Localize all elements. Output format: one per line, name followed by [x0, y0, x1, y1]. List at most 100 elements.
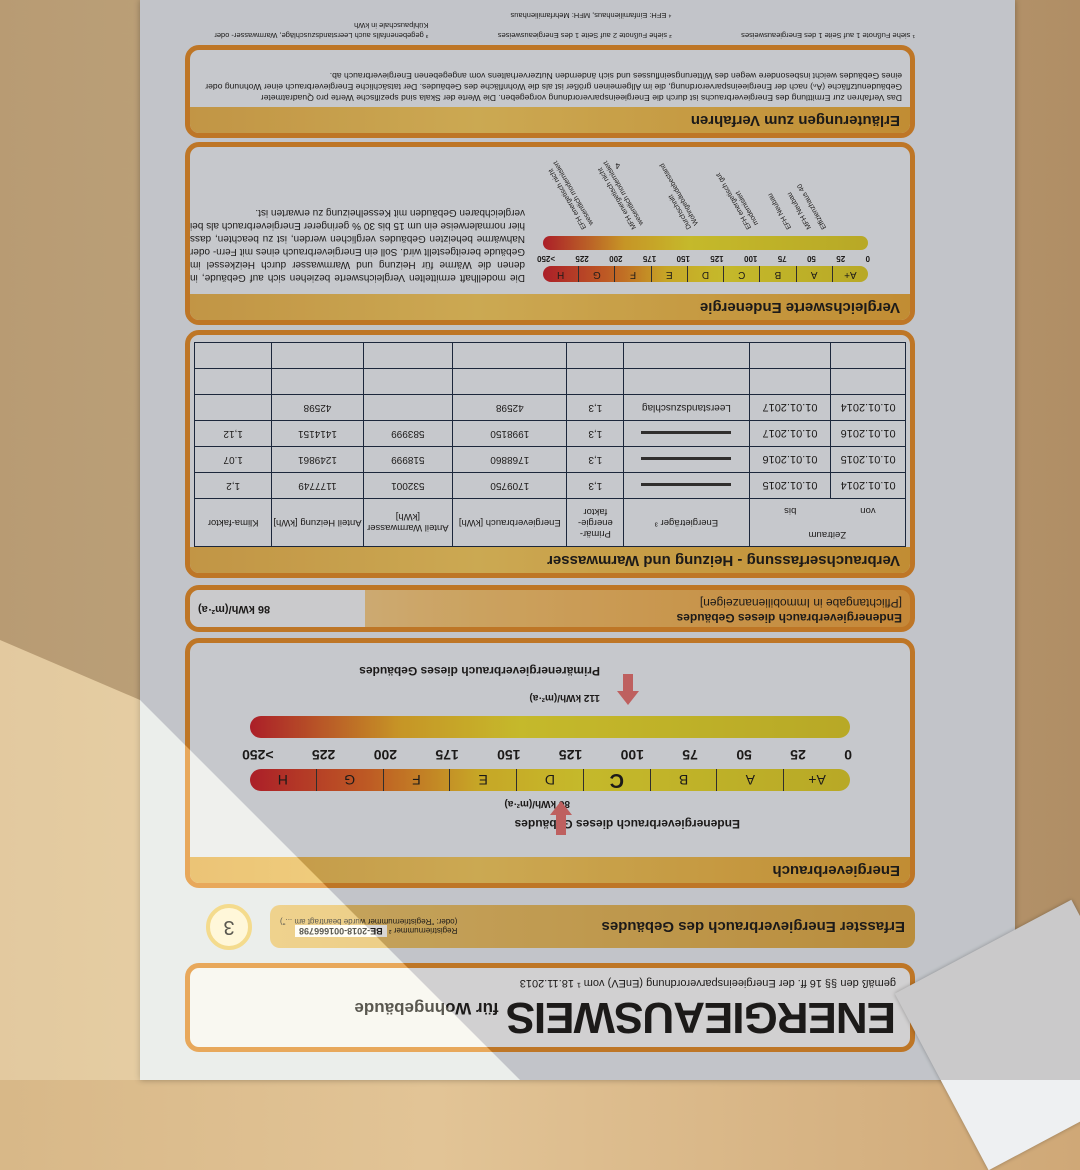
cell-heizung: 1177749: [271, 472, 364, 499]
mandatory-unit: kWh/(m²·a): [198, 603, 255, 615]
mandatory-value: 86: [257, 603, 271, 615]
footnote-2: ² siehe Fußnote 2 auf Seite 1 des Energi…: [497, 31, 672, 40]
class-F: F: [382, 769, 450, 791]
mandatory-title: Endenergieverbrauch dieses Gebäudes: [676, 611, 902, 625]
primary-energy-value: 112 kWh/(m²·a): [529, 692, 600, 703]
table-row: [194, 368, 906, 395]
comparison-text: Die modellhaft ermittelten Vergleichswer…: [190, 207, 525, 283]
mandatory-value-box: Endenergieverbrauch dieses Gebäudes [Pfl…: [185, 585, 915, 632]
comparison-tick-label: 200: [609, 254, 623, 263]
cell-verbrauch: 1998150: [452, 420, 567, 447]
cell-warmwasser: [363, 394, 453, 421]
registration-note: (oder: "Registriernummer wurde beantragt…: [280, 917, 458, 926]
cell-heizung: 1414151: [271, 420, 364, 447]
comparison-title: Vergleichswerte Endenergie: [190, 294, 910, 320]
consumption-table: Zeitraum Energieträger ³ Primär-energie-…: [194, 342, 906, 547]
cell-verbrauch: [452, 342, 567, 369]
table-row: 01.01.2014 01.01.2015 1,3 1709750 532001 1177…: [194, 472, 906, 499]
document-title: ENERGIEAUSWEIS: [506, 993, 896, 1042]
reference-label: MFH energetisch nicht wesentlich moderni…: [597, 159, 646, 231]
energy-consumption-box: Energieverbrauch Endenergieverbrauch die…: [185, 638, 915, 888]
class-A+: A+: [783, 769, 850, 791]
legal-reference: gemäß den §§ 16 ff. der Energieeinsparve…: [519, 977, 896, 989]
cell-von: [830, 368, 906, 395]
cell-bis: [749, 342, 831, 369]
cell-von: 01.01.2015: [830, 446, 906, 473]
class-C: C: [582, 769, 650, 791]
comparison-tick-label: 125: [710, 254, 724, 263]
cell-verbrauch: 1709750: [452, 472, 567, 499]
class-A: A: [716, 769, 784, 791]
header-consumption: Energieverbrauch [kWh]: [452, 498, 567, 547]
header-from: von: [830, 498, 906, 523]
cell-primaer: 1,3: [567, 420, 624, 447]
cell-klima: [194, 368, 272, 395]
tick-label: 75: [682, 747, 698, 763]
cell-von: 01.01.2014: [830, 472, 906, 499]
header-primary-factor: Primär-energie-faktor: [567, 498, 624, 547]
footnote-mark: 4: [615, 161, 620, 170]
cell-klima: [194, 342, 272, 369]
header-hot-water: Anteil Warmwasser [kWh]: [363, 498, 453, 547]
class-H: H: [277, 772, 288, 788]
class-G: G: [315, 769, 383, 791]
end-energy-arrow-head-icon: [550, 801, 572, 815]
comparison-ticks: 0 25 50 75 100 125 150 175 200 225 >250: [537, 254, 870, 263]
registration-label: Registriernummer ²: [388, 926, 458, 935]
comparison-class-B: B: [759, 266, 796, 282]
comparison-class-G: G: [578, 266, 615, 282]
cell-warmwasser: 532001: [363, 472, 453, 499]
cell-klima: [194, 394, 272, 421]
cell-bis: 01.01.2016: [749, 446, 831, 473]
comparison-tick-label: 150: [676, 254, 690, 263]
cell-primaer: [567, 342, 624, 369]
header-to: bis: [749, 498, 831, 523]
comparison-class-A: A: [795, 266, 832, 282]
cell-klima: 1,2: [194, 472, 272, 499]
cell-warmwasser: [363, 342, 453, 369]
header-heating: Anteil Heizung [kWh]: [271, 498, 364, 547]
explanation-text: Das Verfahren zur Ermittlung des Energie…: [205, 71, 902, 103]
cell-heizung: [271, 342, 364, 369]
primary-energy-label: Primärenergieverbrauch dieses Gebäudes: [359, 664, 600, 678]
page-number-badge: 3: [206, 904, 252, 950]
comparison-class-H: H: [557, 269, 565, 280]
cell-von: 01.01.2014: [830, 394, 906, 421]
cell-heizung: 1249861: [271, 446, 364, 473]
cell-bis: 01.01.2015: [749, 472, 831, 499]
primary-energy-arrow-head-icon: [617, 691, 639, 705]
comparison-class-scale: A+ A B C D E F G H: [543, 266, 868, 282]
tick-label: 100: [620, 747, 644, 763]
footnote-1: ¹ siehe Fußnote 1 auf Seite 1 des Energi…: [741, 31, 915, 40]
registration-number: BE-2018-001666798: [295, 925, 387, 937]
comparison-tick-label: 100: [744, 254, 758, 263]
document-subtitle: für Wohngebäude: [354, 999, 499, 1018]
cell-warmwasser: 518999: [363, 446, 453, 473]
cell-traeger: [623, 446, 750, 473]
comparison-tick-label: 225: [575, 254, 589, 263]
cell-heizung: [271, 368, 364, 395]
class-D: D: [516, 769, 583, 791]
table-row: 01.01.2015 01.01.2016 1,3 1768860 518999 1249…: [194, 446, 906, 473]
comparison-tick-label: 25: [836, 254, 846, 263]
consumption-record-box: Verbrauchserfassung - Heizung und Warmwa…: [185, 330, 915, 578]
cell-primaer: 1,3: [567, 394, 624, 421]
cell-verbrauch: 1768860: [452, 446, 567, 473]
tick-label: 0: [844, 747, 852, 763]
cell-von: [830, 342, 906, 369]
cell-warmwasser: 583999: [363, 420, 453, 447]
reference-label: EFH energetisch nicht wesentlich moderni…: [547, 159, 596, 231]
cell-verbrauch: [452, 368, 567, 395]
cell-traeger: [623, 472, 750, 499]
comparison-box: Vergleichswerte Endenergie A+ A B C D E F G H 0 2…: [185, 142, 915, 325]
comparison-class-D: D: [686, 266, 724, 282]
cell-traeger: [623, 342, 750, 369]
cell-bis: [749, 368, 831, 395]
reference-label: Durchschnitt Wohngebäudebestand: [658, 161, 701, 231]
tick-label: 175: [435, 747, 459, 763]
tick-label: 50: [736, 747, 752, 763]
energy-consumption-title: Energieverbrauch: [190, 857, 910, 883]
cell-verbrauch: 42598: [452, 394, 567, 421]
cell-warmwasser: [363, 368, 453, 395]
illegible-carrier-text: [641, 431, 732, 434]
